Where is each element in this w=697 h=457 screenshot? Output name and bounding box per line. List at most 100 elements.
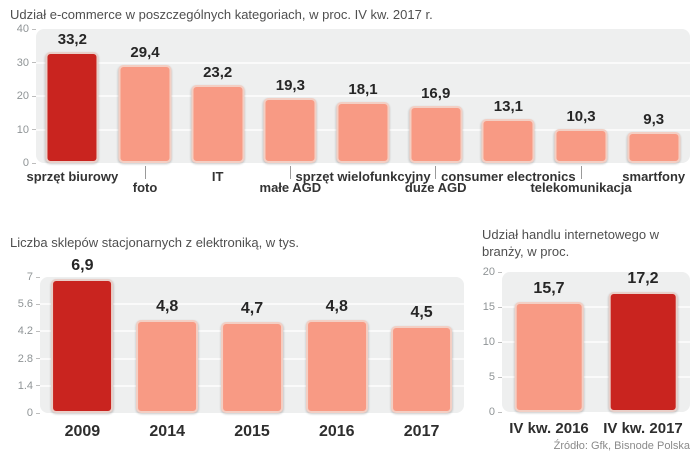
label-leader-line — [144, 166, 146, 179]
x-axis-label: 2014 — [149, 423, 185, 440]
gridline — [502, 376, 690, 378]
bar-value-label: 19,3 — [275, 77, 305, 95]
bar-slot: 17,2 — [596, 270, 690, 412]
y-axis-tick-label: 0 — [489, 406, 502, 418]
bar-value-label: 4,8 — [156, 297, 179, 315]
x-axis-label: IT — [211, 169, 224, 184]
bar-it — [191, 85, 245, 163]
y-axis-tick-label: 0 — [23, 157, 36, 169]
x-axis-label: 2009 — [64, 423, 101, 440]
bar-slot: 4,7 — [210, 277, 295, 413]
bar-małe-agd — [263, 98, 317, 163]
bar-iv-kw-2016 — [514, 302, 584, 412]
x-axis-label: sprzęt wielofunkcyjny — [295, 169, 431, 184]
bar-slot: 33,2 — [36, 29, 109, 163]
bar-sprzęt-wielofunkcyjny — [336, 102, 390, 163]
bar-slot: 23,2 — [181, 29, 254, 163]
plot-area: 6,9 4,8 4,7 4,8 4,5 — [40, 257, 464, 413]
bar-consumer-electronics — [481, 119, 535, 163]
bar-value-label: 4,7 — [240, 299, 264, 317]
gridline — [502, 306, 690, 308]
label-leader-line — [580, 166, 582, 179]
bar-value-label: 4,8 — [325, 297, 348, 315]
bar-slot: 16,9 — [399, 29, 472, 163]
bar-telekomunikacja — [554, 128, 608, 163]
x-axis: 2009 2014 2015 2016 2017 — [40, 416, 464, 441]
x-axis-label: 2015 — [234, 423, 270, 440]
y-axis-tick-label: 40 — [17, 23, 36, 35]
bar-sprzęt-biurowy — [45, 51, 99, 163]
x-axis: sprzęt biurowy foto IT małe AGD sprzęt wielo… — [26, 166, 690, 195]
bar-value-label: 23,2 — [203, 64, 233, 82]
y-axis-tick-label: 15 — [483, 301, 502, 313]
y-axis: 7 5.6 4.2 2.8 1.4 0 — [10, 271, 40, 419]
bar-value-label: 6,9 — [71, 256, 94, 274]
x-axis-label: foto — [109, 166, 182, 195]
chart-stationary-stores: Liczba sklepów stacjonarnych z elektroni… — [10, 234, 464, 441]
source-note: Źródło: Gfk, Bisnode Polska — [553, 440, 690, 452]
y-axis-tick-label: 5.6 — [18, 298, 40, 310]
gridline — [40, 303, 464, 306]
bar-slot: 4,8 — [294, 277, 379, 413]
x-axis: IV kw. 2016 IV kw. 2017 — [502, 415, 690, 437]
bar-slot: 6,9 — [40, 257, 125, 413]
x-axis-label: smartfony — [622, 169, 686, 184]
chart-title: Liczba sklepów stacjonarnych z elektroni… — [10, 235, 300, 250]
gridline — [502, 341, 690, 343]
y-axis: 20 15 10 5 0 — [482, 266, 502, 418]
x-axis-label: 2017 — [403, 423, 440, 440]
chart-title: Udział handlu internetowego w branży, w … — [482, 227, 660, 259]
y-axis-tick-label: 2.8 — [18, 353, 40, 365]
y-axis-tick-label: 30 — [17, 57, 36, 69]
bar-slot: 29,4 — [109, 29, 182, 163]
y-axis-tick-label: 7 — [27, 271, 40, 283]
bar-smartfony — [627, 131, 681, 163]
bar-value-label: 17,2 — [627, 269, 659, 287]
x-axis-label: IV kw. 2016 — [509, 420, 589, 437]
x-axis-label: IV kw. 2017 — [603, 420, 683, 437]
chart-title: Udział e-commerce w poszczególnych kateg… — [10, 7, 433, 22]
y-axis-tick-label: 0 — [27, 407, 40, 419]
bar-value-label: 33,2 — [57, 30, 87, 48]
bar-slot: 4,5 — [379, 277, 464, 413]
bar-value-label: 10,3 — [566, 107, 596, 125]
bar-iv-kw-2017 — [608, 291, 678, 412]
gridline — [36, 61, 690, 64]
y-axis-tick-label: 10 — [17, 124, 36, 136]
y-axis-tick-label: 10 — [483, 336, 502, 348]
y-axis-tick-label: 20 — [17, 90, 36, 102]
chart-ecommerce-category-share: Udział e-commerce w poszczególnych kateg… — [10, 6, 690, 195]
bar-value-label: 9,3 — [643, 110, 665, 128]
chart-online-trade-share: Udział handlu internetowego w branży, w … — [482, 226, 690, 437]
plot-area: 33,2 29,4 23,2 19,3 18,1 16,9 13,1 10,3 9,3 — [36, 29, 690, 163]
bar-duże-agd — [409, 106, 463, 163]
bar-slot: 13,1 — [472, 29, 545, 163]
bar-slot: 9,3 — [617, 29, 690, 163]
x-axis-label: sprzęt biurowy — [26, 169, 119, 184]
y-axis-tick-label: 4.2 — [18, 325, 40, 337]
y-axis-tick-label: 1.4 — [18, 380, 40, 392]
bar-slot: 18,1 — [327, 29, 400, 163]
y-axis-tick-label: 20 — [483, 266, 502, 278]
bar-slot: 19,3 — [254, 29, 327, 163]
bar-value-label: 18,1 — [348, 81, 378, 99]
x-axis-label: telekomunikacja — [530, 166, 632, 195]
bar-value-label: 16,9 — [421, 85, 451, 103]
bar-2016 — [305, 319, 368, 413]
bar-2014 — [136, 319, 199, 413]
bar-value-label: 15,7 — [533, 280, 565, 298]
bar-2015 — [221, 321, 283, 413]
bar-slot: 10,3 — [545, 29, 618, 163]
plot-area: 15,7 17,2 — [502, 270, 690, 412]
bar-2009 — [51, 278, 114, 413]
bar-foto — [118, 64, 172, 163]
y-axis: 40 30 20 10 0 — [10, 23, 36, 169]
bar-slot: 15,7 — [502, 272, 596, 412]
bar-value-label: 13,1 — [493, 98, 523, 116]
gridline — [36, 95, 690, 97]
bar-slot: 4,8 — [125, 277, 210, 413]
bar-value-label: 29,4 — [130, 43, 160, 61]
label-leader-line — [435, 166, 437, 179]
bar-2017 — [390, 325, 453, 413]
